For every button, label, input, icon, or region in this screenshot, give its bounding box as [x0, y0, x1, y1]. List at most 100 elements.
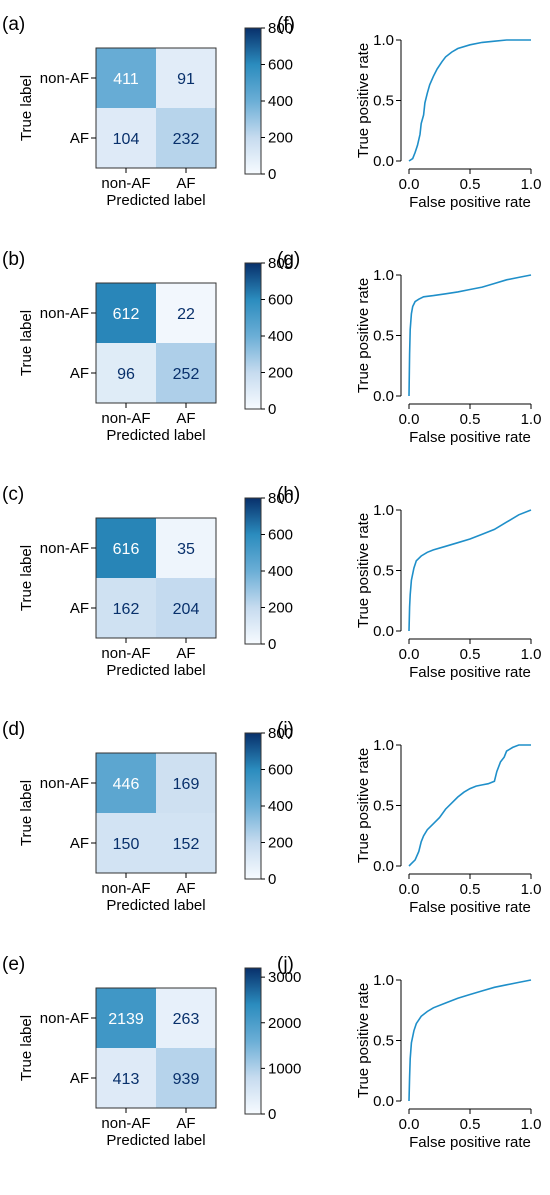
y-tick-label: 1.0 [373, 32, 394, 49]
roc-curve-panel: (h) 0.0 0.5 1.0 0.0 0.5 1.0 False positive rate… [275, 484, 550, 725]
x-tick-label: 0.0 [399, 881, 420, 898]
col-tick-label: AF [176, 1115, 195, 1132]
y-axis-label: True label [18, 545, 35, 611]
cell-value: 150 [113, 836, 140, 853]
y-axis-label: True label [18, 1015, 35, 1081]
matrix-cell [96, 283, 156, 343]
colorbar-tick-label: 800 [268, 725, 293, 742]
matrix-cell [156, 283, 216, 343]
matrix-cell [156, 988, 216, 1048]
y-tick-label: 0.0 [373, 1093, 394, 1110]
matrix-cell [156, 1048, 216, 1108]
x-tick-label: 0.5 [460, 411, 481, 428]
row-tick-label: non-AF [40, 305, 89, 322]
colorbar-tick-label: 3000 [268, 969, 301, 986]
cell-value: 91 [177, 71, 195, 88]
x-tick-label: 0.0 [399, 1116, 420, 1133]
roc-curve [408, 979, 532, 1102]
matrix-cell [156, 48, 216, 108]
panel-label: (g) [277, 249, 300, 270]
roc-curve [408, 274, 532, 397]
colorbar-tick-label: 400 [268, 798, 293, 815]
x-tick-label: 0.5 [460, 176, 481, 193]
col-tick-label: non-AF [101, 645, 150, 662]
matrix-frame [95, 752, 217, 874]
matrix-frame [95, 987, 217, 1109]
matrix-cell [96, 1048, 156, 1108]
x-axis-label: False positive rate [409, 194, 531, 211]
matrix-cell [156, 518, 216, 578]
colorbar-tick-label: 600 [268, 292, 293, 309]
cell-value: 252 [173, 366, 200, 383]
cell-value: 411 [113, 71, 139, 88]
y-tick-label: 0.0 [373, 858, 394, 875]
cell-value: 96 [117, 366, 135, 383]
col-tick-label: AF [176, 645, 195, 662]
colorbar-tick-label: 600 [268, 527, 293, 544]
matrix-frame [95, 517, 217, 639]
matrix-cell [156, 108, 216, 168]
matrix-cell [156, 753, 216, 813]
colorbar-tick-label: 400 [268, 563, 293, 580]
row-tick-label: non-AF [40, 70, 89, 87]
colorbar-tick-label: 800 [268, 490, 293, 507]
colorbar-tick-label: 2000 [268, 1015, 301, 1032]
row-tick-label: non-AF [40, 540, 89, 557]
y-tick-label: 1.0 [373, 502, 394, 519]
col-tick-label: non-AF [101, 175, 150, 192]
matrix-cell [96, 813, 156, 873]
y-tick-label: 0.5 [373, 93, 394, 110]
col-tick-label: non-AF [101, 880, 150, 897]
colorbar-tick-label: 600 [268, 762, 293, 779]
colorbar-tick-label: 0 [268, 636, 276, 653]
matrix-frame [95, 282, 217, 404]
x-tick-label: 0.5 [460, 881, 481, 898]
col-tick-label: AF [176, 175, 195, 192]
col-tick-label: AF [176, 880, 195, 897]
colorbar-tick-label: 0 [268, 871, 276, 888]
colorbar-tick-label: 200 [268, 365, 293, 382]
colorbar-tick-label: 800 [268, 255, 293, 272]
matrix-cell [156, 578, 216, 638]
panel-label: (c) [2, 484, 24, 505]
y-axis-label: True label [18, 75, 35, 141]
x-tick-label: 1.0 [521, 411, 542, 428]
roc-curve [408, 39, 531, 162]
cell-value: 35 [177, 541, 195, 558]
cell-value: 446 [113, 776, 140, 793]
panel-label: (f) [277, 14, 295, 35]
matrix-cell [96, 518, 156, 578]
x-tick-label: 1.0 [521, 881, 542, 898]
roc-curve-panel: (i) 0.0 0.5 1.0 0.0 0.5 1.0 False positive rate… [275, 719, 550, 960]
colorbar-tick-label: 1000 [268, 1060, 301, 1077]
y-axis-label: True positive rate [355, 43, 372, 158]
cell-value: 204 [173, 601, 200, 618]
colorbar-tick-label: 800 [268, 20, 293, 37]
cell-value: 152 [173, 836, 200, 853]
col-tick-label: non-AF [101, 410, 150, 427]
matrix-cell [96, 108, 156, 168]
y-tick-label: 0.0 [373, 623, 394, 640]
cell-value: 263 [173, 1011, 200, 1028]
cell-value: 939 [173, 1071, 200, 1088]
x-tick-label: 0.0 [399, 411, 420, 428]
row-tick-label: non-AF [40, 775, 89, 792]
matrix-cell [96, 578, 156, 638]
panel-label: (b) [2, 249, 25, 270]
roc-curve [408, 744, 531, 867]
colorbar-tick-label: 0 [268, 401, 276, 418]
roc-curve [408, 509, 532, 632]
colorbar-tick-label: 0 [268, 166, 276, 183]
x-axis-label: False positive rate [409, 1134, 531, 1151]
x-axis-label: Predicted label [106, 897, 205, 914]
y-axis-label: True positive rate [355, 983, 372, 1098]
roc-curve-panel: (f) 0.0 0.5 1.0 0.0 0.5 1.0 False positive rate… [275, 14, 550, 255]
colorbar [244, 732, 262, 880]
y-axis-label: True positive rate [355, 513, 372, 628]
y-tick-label: 0.0 [373, 388, 394, 405]
row-tick-label: AF [70, 600, 89, 617]
roc-curve-panel: (j) 0.0 0.5 1.0 0.0 0.5 1.0 False positive rate… [275, 954, 550, 1195]
cell-value: 616 [113, 541, 140, 558]
x-axis-label: False positive rate [409, 429, 531, 446]
colorbar [244, 262, 262, 410]
